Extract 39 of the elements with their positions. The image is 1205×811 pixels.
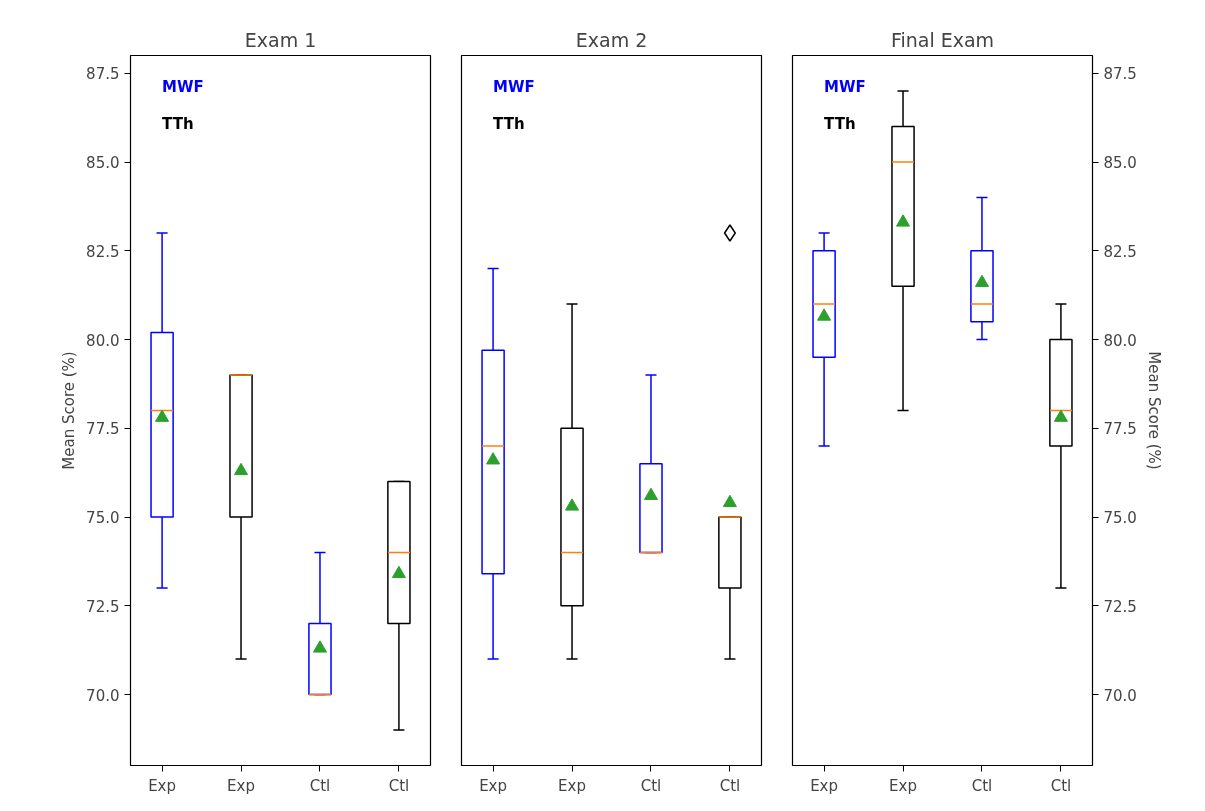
y-tick-label: 77.5 xyxy=(86,420,120,439)
x-tick-label: Exp xyxy=(148,776,177,795)
chart-title: Exam 2 xyxy=(575,28,648,51)
text: MWF xyxy=(162,78,204,97)
x-tick-label: Ctl xyxy=(640,776,662,795)
x-tick-label: Ctl xyxy=(388,776,410,795)
y-tick-label: 87.5 xyxy=(86,65,120,84)
y2-tick-label: 75.0 xyxy=(1103,509,1137,527)
text: TTh xyxy=(493,115,525,134)
text: MWF xyxy=(824,78,866,97)
y-tick-label: 85.0 xyxy=(86,154,120,172)
text: TTh xyxy=(824,115,856,134)
y-tick-label: 75.0 xyxy=(86,509,120,527)
y-tick-label: 80.0 xyxy=(86,331,120,350)
x-tick-label: Ctl xyxy=(309,776,331,795)
chart-title: Exam 1 xyxy=(244,28,317,51)
y2-tick-label: 82.5 xyxy=(1103,242,1137,261)
x-tick-label: Exp xyxy=(558,776,586,795)
x-tick-label: Exp xyxy=(227,776,255,795)
y2-tick-label: 70.0 xyxy=(1103,686,1137,705)
y2-tick-label: 77.5 xyxy=(1103,420,1137,439)
x-tick-label: Exp xyxy=(889,776,917,795)
x-tick-label: Ctl xyxy=(1050,776,1072,795)
text: TTh xyxy=(162,115,194,134)
x-tick-label: Ctl xyxy=(971,776,993,795)
chart-title: Final Exam xyxy=(890,28,995,51)
y2-tick-label: 85.0 xyxy=(1103,154,1137,172)
y2-tick-label: 72.5 xyxy=(1103,597,1137,616)
x-tick-label: Exp xyxy=(479,776,508,795)
y2-axis-title: Mean Score (%) xyxy=(1144,351,1163,470)
y-tick-label: 82.5 xyxy=(86,242,120,261)
text: MWF xyxy=(493,78,535,97)
y2-tick-label: 87.5 xyxy=(1103,65,1137,84)
x-tick-label: Ctl xyxy=(719,776,741,795)
x-tick-label: Exp xyxy=(810,776,839,795)
y2-tick-label: 80.0 xyxy=(1103,331,1137,350)
y-tick-label: 72.5 xyxy=(86,597,120,616)
y-tick-label: 70.0 xyxy=(86,686,120,705)
y-axis-title: Mean Score (%) xyxy=(60,351,79,470)
